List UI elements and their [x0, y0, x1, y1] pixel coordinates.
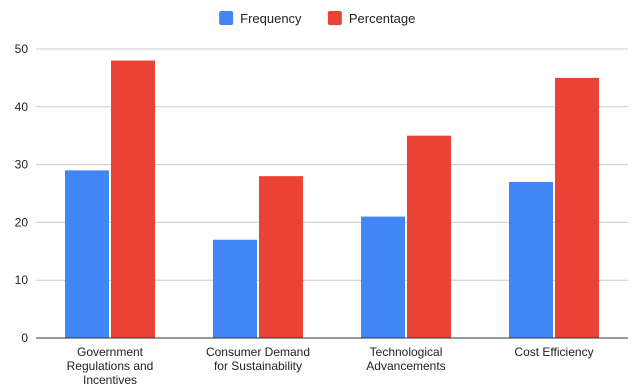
legend-label-frequency: Frequency: [240, 11, 302, 26]
bar-frequency-0: [65, 170, 109, 338]
bar-percentage-3: [555, 77, 599, 339]
x-category-label: Consumer Demand for Sustainability: [206, 345, 310, 373]
bar-percentage-1: [259, 176, 303, 338]
x-category-label-line: Regulations and: [67, 359, 154, 373]
x-axis-labels: Government Regulations and Incentives Consu…: [67, 345, 594, 387]
legend-swatch-percentage: [327, 11, 342, 25]
bars: [65, 60, 599, 339]
y-tick-label: 40: [15, 100, 29, 114]
bar-frequency-1: [213, 239, 257, 338]
x-category-label-line: Government: [77, 345, 144, 359]
bar-frequency-2: [361, 216, 405, 338]
x-category-label: Cost Efficiency: [514, 345, 593, 359]
bar-frequency-3: [509, 181, 553, 338]
y-tick-label: 20: [15, 215, 29, 229]
x-category-label-line: Technological: [370, 345, 443, 359]
legend-label-percentage: Percentage: [349, 11, 416, 26]
y-tick-label: 50: [15, 42, 29, 56]
x-category-label-line: Consumer Demand: [206, 345, 310, 359]
x-category-label: Government Regulations and Incentives: [67, 345, 154, 387]
bar-percentage-0: [111, 60, 155, 339]
x-category-label-line: Cost Efficiency: [514, 345, 593, 359]
x-category-label-line: Advancements: [366, 359, 445, 373]
y-tick-label: 0: [21, 331, 28, 345]
y-tick-label: 10: [15, 273, 29, 287]
legend: Frequency Percentage: [219, 11, 415, 26]
x-category-label-line: for Sustainability: [214, 359, 302, 373]
y-axis-ticks: 0 10 20 30 40 50: [15, 42, 29, 345]
y-tick-label: 30: [15, 158, 29, 172]
x-category-label: Technological Advancements: [366, 345, 445, 373]
x-category-label-line: Incentives: [83, 373, 137, 387]
bar-percentage-2: [407, 135, 451, 338]
legend-swatch-frequency: [219, 11, 234, 25]
